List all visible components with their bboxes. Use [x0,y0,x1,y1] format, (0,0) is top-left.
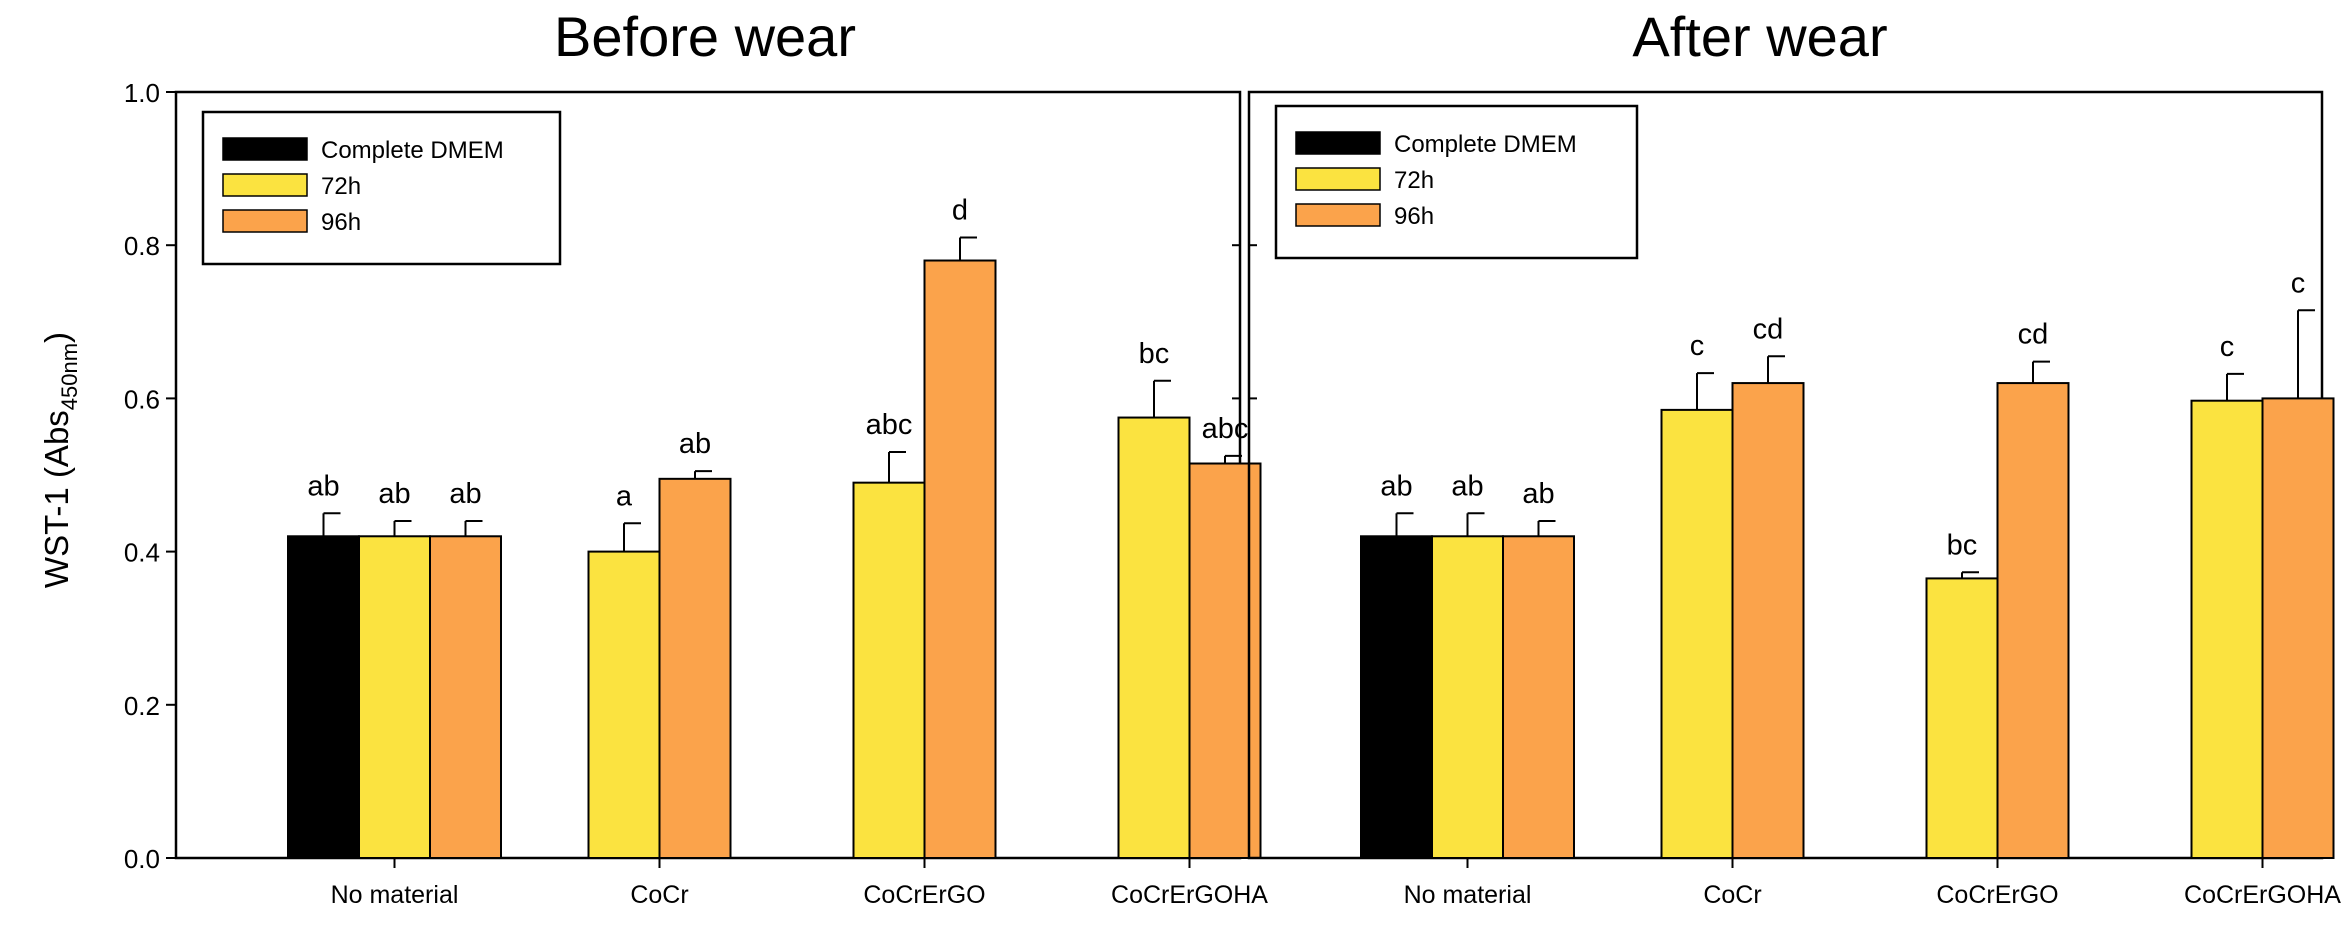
significance-label: ab [449,478,481,510]
bar [923,259,997,859]
legend-label: 96h [321,209,361,236]
bar [1925,577,1999,859]
legend-swatch [1295,167,1381,191]
y-tick-label: 0.4 [124,538,160,568]
bar [1117,416,1191,859]
significance-label: d [952,195,968,227]
x-tick-label: CoCr [1703,881,1761,909]
significance-label: cd [2018,319,2049,351]
bar [852,481,926,859]
bar [1731,382,1805,859]
bar [287,535,360,860]
y-tick-label: 0.6 [124,384,160,414]
x-tick-label: CoCrErGO [863,881,985,909]
bar [2190,399,2264,859]
significance-label: ab [679,428,711,460]
y-tick-label: 0.8 [124,231,160,261]
x-tick-label: CoCr [630,881,688,909]
y-tick-label: 0.2 [124,691,160,721]
legend-label: 72h [321,173,361,200]
bar [429,535,502,860]
bar [358,535,431,860]
bar [1431,535,1504,860]
significance-label: ab [1451,470,1483,502]
significance-label: bc [1947,529,1978,561]
significance-label: a [616,480,633,512]
legend-swatch [222,137,308,161]
bar [587,550,661,859]
y-axis-label-main: WST-1 (Abs [38,410,75,588]
bar [1660,408,1734,859]
bar [1360,535,1433,860]
significance-label: ab [307,470,339,502]
significance-label: bc [1139,338,1170,370]
legend-label: 96h [1394,203,1434,230]
svg-text:WST-1 (Abs450nm): WST-1 (Abs450nm) [38,332,82,588]
legend-swatch [222,209,308,233]
x-tick-label: CoCrErGOHA [2184,881,2341,909]
y-axis-label-subscript: 450nm [57,343,82,410]
panel-before-wear: Before wear Complete DMEM 72h 96h No materia… [174,5,1268,909]
legend-swatch [1295,203,1381,227]
y-tick-label: 0.0 [124,844,160,874]
bar [658,477,732,859]
significance-label: ab [1522,478,1554,510]
x-tick-label: CoCrErGOHA [1111,881,1268,909]
legend-swatch [222,173,308,197]
panel-after-wear: After wear Complete DMEM 72h 96h No material… [1247,5,2341,909]
x-tick-label: CoCrErGO [1936,881,2058,909]
x-tick-label: No material [1404,881,1532,909]
significance-label: ab [1380,470,1412,502]
bar [1996,382,2070,859]
significance-label: c [2291,267,2306,299]
y-tick-label: 1.0 [124,78,160,108]
significance-label: c [2220,331,2235,363]
y-axis: 0.0 0.2 0.4 0.6 0.8 1.0 [124,78,1257,874]
legend-swatch [1295,131,1381,155]
x-tick-label: No material [331,881,459,909]
legend-label: 72h [1394,167,1434,194]
panel-title: After wear [1632,5,1887,68]
significance-label: c [1690,330,1705,362]
legend-label: Complete DMEM [1394,131,1577,158]
significance-label: ab [378,478,410,510]
significance-label: cd [1753,313,1784,345]
chart-panels: Before wear Complete DMEM 72h 96h No materia… [174,5,2341,909]
y-axis-label: WST-1 (Abs450nm) [38,332,82,588]
legend-label: Complete DMEM [321,137,504,164]
y-axis-label-close: ) [38,332,75,343]
significance-label: abc [866,409,913,441]
bar [1502,535,1575,860]
significance-label: abc [1202,413,1249,445]
bar [2261,397,2335,859]
panel-title: Before wear [554,5,856,68]
